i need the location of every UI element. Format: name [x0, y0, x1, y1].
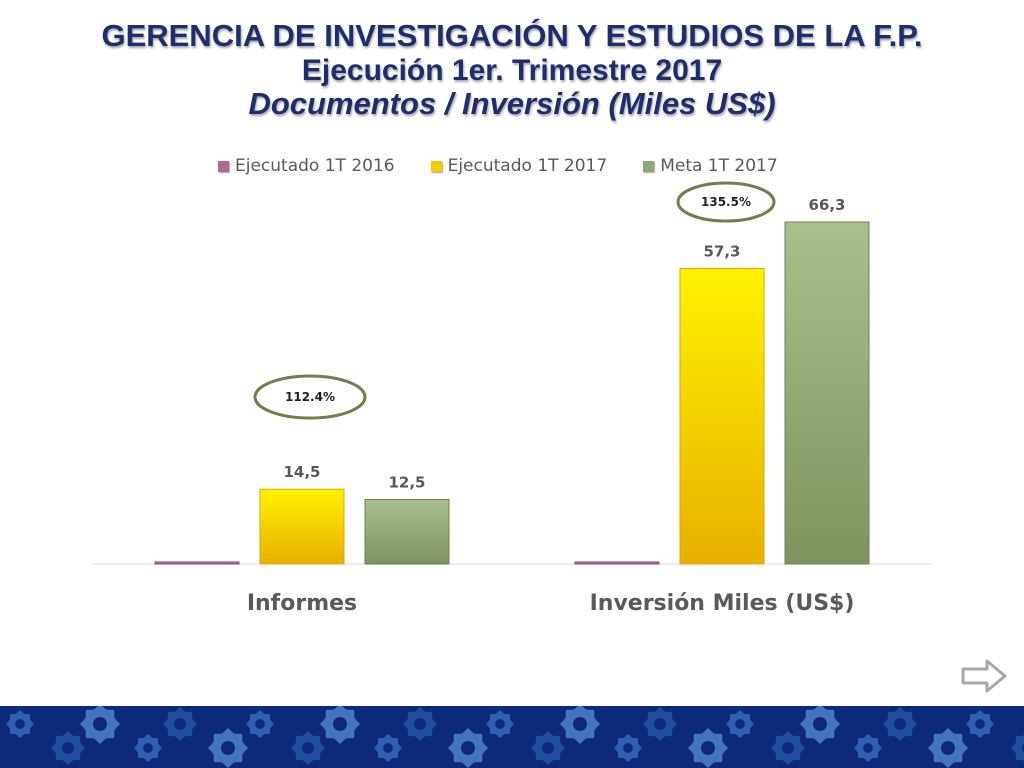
category-label-inversion: Inversión Miles (US$) — [590, 591, 855, 616]
bar-meta-0 — [364, 499, 450, 565]
data-label-bar-2017-0: 14,5 — [283, 463, 320, 481]
page-subtitle: Ejecución 1er. Trimestre 2017 — [301, 54, 723, 87]
data-label-bar-meta-1: 66,3 — [808, 196, 845, 214]
footer-banner — [0, 706, 1024, 768]
annotation-ellipse-inversion — [676, 181, 776, 223]
bar-2016-0 — [154, 561, 240, 565]
chart-title: Documentos / Inversión (Miles US$) — [248, 86, 776, 121]
legend-item-meta: Meta 1T 2017 — [643, 156, 778, 176]
legend-label-2016: Ejecutado 1T 2016 — [235, 156, 395, 176]
bar-chart: 14,5 57,3 12,5 66,3 Informes Inversión Mile… — [92, 181, 932, 616]
data-label-bar-meta-0: 12,5 — [388, 474, 425, 492]
legend-swatch-2016 — [218, 160, 229, 172]
annotation-label-informes: 112.4% — [285, 390, 335, 404]
bar-2017-0 — [259, 488, 345, 565]
bar-2017-1 — [679, 267, 765, 565]
legend-swatch-2017 — [430, 160, 442, 172]
chart-legend: Ejecutado 1T 2016 Ejecutado 1T 2017 Meta… — [218, 156, 778, 176]
legend-item-2017: Ejecutado 1T 2017 — [430, 156, 608, 176]
bar-meta-1 — [784, 221, 870, 565]
legend-label-meta: Meta 1T 2017 — [660, 156, 778, 176]
gear-icon — [6, 706, 1024, 768]
annotation-ellipse-informes — [253, 374, 367, 420]
annotation-label-inversion: 135.5% — [701, 195, 751, 209]
legend-swatch-meta — [643, 160, 655, 172]
data-label-bar-2017-1: 57,3 — [703, 242, 740, 260]
right-arrow-icon[interactable] — [960, 658, 1008, 694]
page-title: GERENCIA DE INVESTIGACIÓN Y ESTUDIOS DE … — [101, 18, 923, 53]
bar-2016-1 — [574, 561, 660, 565]
legend-item-2016: Ejecutado 1T 2016 — [218, 156, 395, 176]
category-label-informes: Informes — [247, 591, 357, 616]
legend-label-2017: Ejecutado 1T 2017 — [447, 156, 608, 176]
